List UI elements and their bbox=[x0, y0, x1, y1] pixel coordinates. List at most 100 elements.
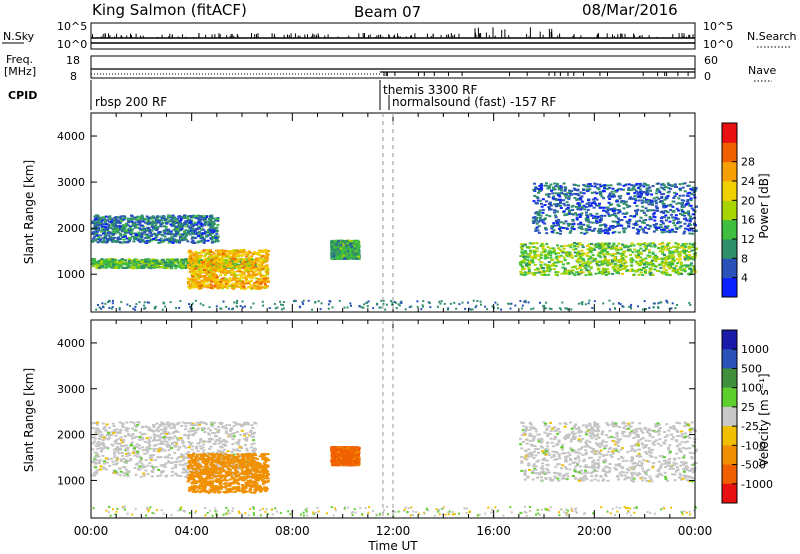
data-cell bbox=[581, 246, 585, 249]
data-cell bbox=[258, 258, 261, 261]
freq-panel: Freq. [MHz] 18 8 60 0 Nave bbox=[4, 53, 776, 83]
data-cell bbox=[188, 283, 192, 286]
data-cell bbox=[527, 271, 531, 274]
data-cell bbox=[91, 222, 95, 224]
data-cell bbox=[545, 256, 549, 259]
data-cell bbox=[224, 260, 228, 262]
data-cell bbox=[577, 254, 581, 257]
data-cell bbox=[523, 271, 527, 274]
data-cell bbox=[613, 256, 617, 259]
data-cell bbox=[178, 221, 182, 224]
data-cell bbox=[200, 275, 204, 278]
data-cell bbox=[179, 264, 182, 267]
data-cell bbox=[260, 274, 264, 277]
data-cell bbox=[232, 274, 236, 277]
data-cell bbox=[568, 255, 572, 258]
data-cell bbox=[180, 223, 184, 226]
data-cell bbox=[94, 260, 98, 263]
data-cell bbox=[618, 197, 622, 200]
data-cell bbox=[209, 249, 212, 252]
data-cell bbox=[330, 245, 334, 248]
data-cell bbox=[575, 267, 579, 270]
data-cell bbox=[178, 241, 181, 244]
data-cell bbox=[138, 262, 142, 265]
data-cell bbox=[586, 245, 589, 247]
data-cell bbox=[524, 251, 528, 254]
data-cell bbox=[136, 259, 139, 262]
data-cell bbox=[527, 267, 531, 270]
data-cell bbox=[97, 219, 101, 222]
data-cell bbox=[535, 222, 539, 225]
data-cell bbox=[626, 248, 630, 251]
data-cell bbox=[163, 264, 167, 267]
data-cell bbox=[165, 267, 169, 270]
data-cell bbox=[253, 266, 257, 269]
data-cell bbox=[188, 226, 192, 229]
data-cell bbox=[194, 254, 198, 257]
data-cell bbox=[617, 264, 620, 267]
data-cell bbox=[267, 280, 271, 283]
data-cell bbox=[148, 228, 152, 231]
data-cell bbox=[94, 232, 98, 235]
data-cell bbox=[682, 251, 686, 254]
data-cell bbox=[169, 265, 173, 268]
data-cell bbox=[238, 273, 242, 276]
data-cell bbox=[258, 277, 262, 280]
data-cell bbox=[151, 219, 155, 222]
data-cell bbox=[220, 264, 224, 267]
data-cell bbox=[209, 287, 213, 289]
data-cell bbox=[224, 252, 228, 255]
data-cell bbox=[213, 240, 217, 243]
data-cell bbox=[209, 277, 213, 280]
data-cell bbox=[242, 273, 246, 276]
data-cell bbox=[140, 265, 144, 267]
data-cell bbox=[189, 254, 193, 257]
data-cell bbox=[190, 216, 193, 219]
data-cell bbox=[136, 220, 140, 223]
data-cell bbox=[557, 247, 561, 250]
data-cell bbox=[333, 243, 337, 246]
data-cell bbox=[251, 276, 255, 279]
data-cell bbox=[170, 236, 174, 239]
cpid-entry-themis: themis 3300 RF bbox=[383, 83, 477, 97]
data-cell bbox=[113, 216, 117, 219]
data-cell bbox=[202, 259, 206, 262]
data-cell bbox=[175, 227, 179, 230]
data-cell bbox=[214, 236, 218, 239]
data-cell bbox=[136, 215, 140, 218]
data-cell bbox=[571, 225, 575, 228]
data-cell bbox=[256, 263, 260, 266]
data-cell bbox=[199, 265, 203, 268]
data-cell bbox=[194, 267, 198, 270]
data-cell bbox=[194, 253, 198, 256]
date-title: 08/Mar/2016 bbox=[582, 1, 678, 19]
data-cell bbox=[653, 245, 657, 248]
data-cell bbox=[343, 257, 347, 260]
data-cell bbox=[99, 224, 102, 226]
data-cell bbox=[537, 258, 541, 261]
data-cell bbox=[191, 227, 195, 230]
data-cell bbox=[570, 256, 574, 259]
data-cell bbox=[155, 261, 159, 264]
data-cell bbox=[644, 257, 648, 260]
data-cell bbox=[220, 249, 224, 252]
data-cell bbox=[225, 265, 229, 268]
data-cell bbox=[257, 260, 261, 263]
data-cell bbox=[156, 216, 160, 219]
data-cell bbox=[606, 268, 610, 271]
data-cell bbox=[207, 252, 211, 255]
data-cell bbox=[229, 250, 233, 252]
data-cell bbox=[587, 265, 591, 268]
data-cell bbox=[547, 202, 551, 205]
data-cell bbox=[621, 272, 624, 275]
data-cell bbox=[169, 223, 173, 226]
data-cell bbox=[672, 216, 676, 219]
data-cell bbox=[181, 258, 185, 261]
data-cell bbox=[167, 215, 171, 217]
data-cell bbox=[147, 236, 151, 239]
data-cell bbox=[597, 246, 601, 249]
data-cell bbox=[154, 222, 158, 225]
data-cell bbox=[110, 236, 114, 239]
data-cell bbox=[222, 252, 225, 255]
data-cell bbox=[570, 243, 574, 246]
